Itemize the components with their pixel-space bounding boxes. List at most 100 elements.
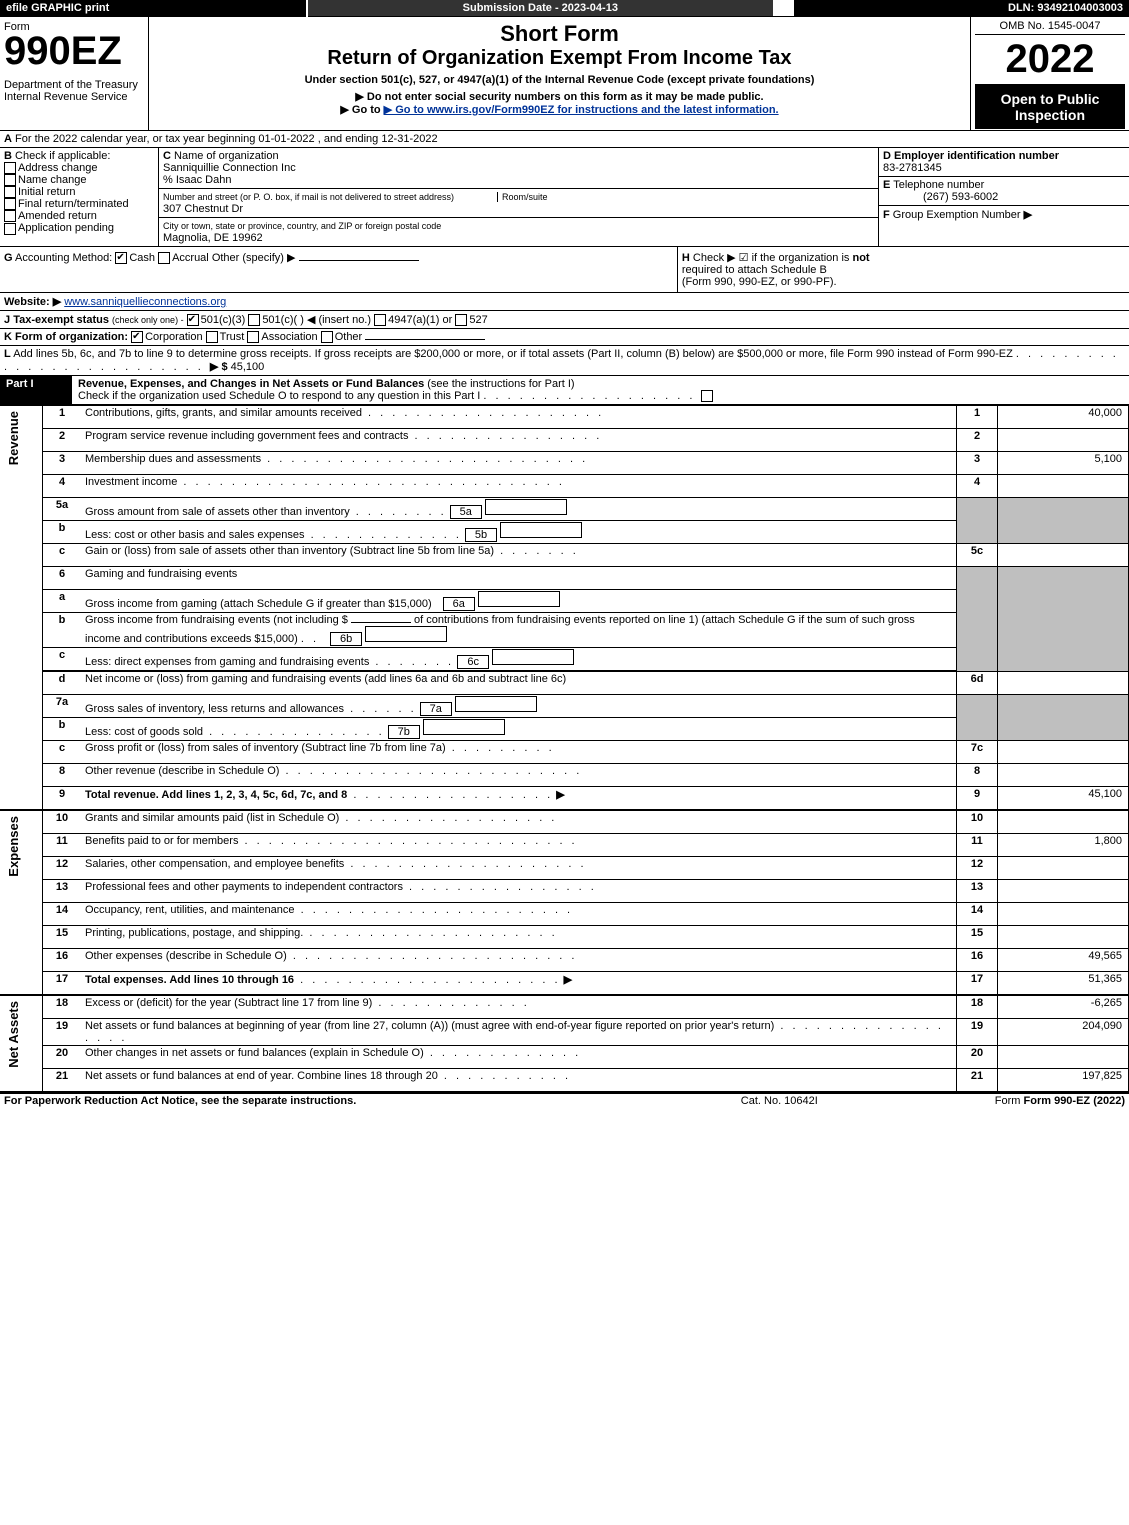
table-row: c Gross profit or (loss) from sales of i… xyxy=(0,741,1129,764)
line-text: Salaries, other compensation, and employ… xyxy=(81,857,957,880)
line-a-text: For the 2022 calendar year, or tax year … xyxy=(15,133,438,145)
line-text: Gain or (loss) from sale of assets other… xyxy=(81,544,957,567)
line-text: Less: cost or other basis and sales expe… xyxy=(81,521,957,544)
line-ref: 10 xyxy=(957,810,998,834)
line-h-letter: H xyxy=(682,252,690,264)
omb: OMB No. 1545-0047 xyxy=(975,18,1125,35)
check-trust[interactable] xyxy=(206,331,218,343)
irs-link[interactable]: ▶ Go to www.irs.gov/Form990EZ for instru… xyxy=(384,104,779,116)
line-num: 10 xyxy=(43,810,82,834)
box-5a: 5a xyxy=(450,505,482,519)
line-text: Net assets or fund balances at beginning… xyxy=(81,1019,957,1046)
line-ref: 4 xyxy=(957,475,998,498)
line-value xyxy=(998,880,1129,903)
line-g-letter: G xyxy=(4,252,13,264)
line-num: 14 xyxy=(43,903,82,926)
accrual-label: Accrual xyxy=(172,252,209,264)
line-j-label: J Tax-exempt status xyxy=(4,314,109,326)
table-row: 21 Net assets or fund balances at end of… xyxy=(0,1069,1129,1092)
check-association[interactable] xyxy=(247,331,259,343)
other-org-input[interactable] xyxy=(365,339,485,340)
table-row: 9 Total revenue. Add lines 1, 2, 3, 4, 5… xyxy=(0,787,1129,811)
line-num: 6 xyxy=(43,567,82,590)
table-row: 12 Salaries, other compensation, and emp… xyxy=(0,857,1129,880)
box-7b-val[interactable] xyxy=(423,719,505,735)
6b-dollar-input[interactable] xyxy=(351,622,411,623)
l-arrow: ▶ $ xyxy=(210,361,228,373)
line-ref: 12 xyxy=(957,857,998,880)
line-text: Other changes in net assets or fund bala… xyxy=(81,1046,957,1069)
line-text: Gross profit or (loss) from sales of inv… xyxy=(81,741,957,764)
submission-date: Submission Date - 2023-04-13 xyxy=(307,0,773,17)
box-6b-val[interactable] xyxy=(365,626,447,642)
line-text: Gross income from fundraising events (no… xyxy=(81,613,957,648)
line-num: 4 xyxy=(43,475,82,498)
line-num: c xyxy=(43,544,82,567)
check-name-change[interactable] xyxy=(4,174,16,186)
table-row: 4 Investment income . . . . . . . . . . … xyxy=(0,475,1129,498)
line-value: 5,100 xyxy=(998,452,1129,475)
table-row: 11 Benefits paid to or for members . . .… xyxy=(0,834,1129,857)
tax-year: 2022 xyxy=(975,35,1125,85)
box-6c-val[interactable] xyxy=(492,649,574,665)
table-row: 14 Occupancy, rent, utilities, and maint… xyxy=(0,903,1129,926)
box-7a-val[interactable] xyxy=(455,696,537,712)
care-of: % Isaac Dahn xyxy=(163,174,231,186)
box-5a-val[interactable] xyxy=(485,499,567,515)
check-527[interactable] xyxy=(455,314,467,326)
check-address-change[interactable] xyxy=(4,162,16,174)
line-value: 204,090 xyxy=(998,1019,1129,1046)
line-text: Less: direct expenses from gaming and fu… xyxy=(81,648,957,671)
line-a-letter: A xyxy=(4,133,12,145)
line-num: 21 xyxy=(43,1069,82,1092)
line-ref: 21 xyxy=(957,1069,998,1092)
opt-address-change: Address change xyxy=(18,162,98,174)
line-i-label: Website: ▶ xyxy=(4,296,61,308)
line-ref: 1 xyxy=(957,406,998,429)
line-text: Gross income from gaming (attach Schedul… xyxy=(81,590,957,613)
line-text: Professional fees and other payments to … xyxy=(81,880,957,903)
check-accrual[interactable] xyxy=(158,252,170,264)
check-corporation[interactable] xyxy=(131,331,143,343)
part-i-note: (see the instructions for Part I) xyxy=(427,378,574,390)
line-value: 197,825 xyxy=(998,1069,1129,1092)
box-6a-val[interactable] xyxy=(478,591,560,607)
dln: DLN: 93492104003003 xyxy=(794,0,1129,17)
group-exemption-label: Group Exemption Number xyxy=(893,209,1021,221)
opt-amended-return: Amended return xyxy=(18,210,97,222)
line-value: 40,000 xyxy=(998,406,1129,429)
line-ref: 7c xyxy=(957,741,998,764)
line-text: Total expenses. Add lines 10 through 16 … xyxy=(81,972,957,996)
table-row: 19 Net assets or fund balances at beginn… xyxy=(0,1019,1129,1046)
check-application-pending[interactable] xyxy=(4,223,16,235)
box-5b-val[interactable] xyxy=(500,522,582,538)
check-4947[interactable] xyxy=(374,314,386,326)
part-i-label: Part I xyxy=(0,376,72,405)
arrow-icon: ▶ xyxy=(564,974,572,986)
check-cash[interactable] xyxy=(115,252,127,264)
line-b-label: Check if applicable: xyxy=(15,150,110,162)
line-num: c xyxy=(43,741,82,764)
check-amended-return[interactable] xyxy=(4,210,16,222)
check-final-return[interactable] xyxy=(4,198,16,210)
line-num: 3 xyxy=(43,452,82,475)
check-schedule-o[interactable] xyxy=(701,390,713,402)
check-501c[interactable] xyxy=(248,314,260,326)
line-text: Net income or (loss) from gaming and fun… xyxy=(81,672,957,695)
line-num: 12 xyxy=(43,857,82,880)
check-other-org[interactable] xyxy=(321,331,333,343)
table-row: Net Assets 18 Excess or (deficit) for th… xyxy=(0,995,1129,1019)
line-l-letter: L xyxy=(4,348,11,360)
table-row: Revenue 1 Contributions, gifts, grants, … xyxy=(0,406,1129,429)
line-e-letter: E xyxy=(883,179,890,191)
check-501c3[interactable] xyxy=(187,314,199,326)
ein-value: 83-2781345 xyxy=(883,162,942,174)
line-value xyxy=(998,429,1129,452)
j-note: (check only one) - xyxy=(112,315,184,325)
check-initial-return[interactable] xyxy=(4,186,16,198)
line-text: Investment income . . . . . . . . . . . … xyxy=(81,475,957,498)
line-value xyxy=(998,764,1129,787)
website-url[interactable]: www.sanniquellieconnections.org xyxy=(64,296,226,308)
footer-left: For Paperwork Reduction Act Notice, see … xyxy=(0,1093,697,1108)
other-specify-input[interactable] xyxy=(299,260,419,261)
